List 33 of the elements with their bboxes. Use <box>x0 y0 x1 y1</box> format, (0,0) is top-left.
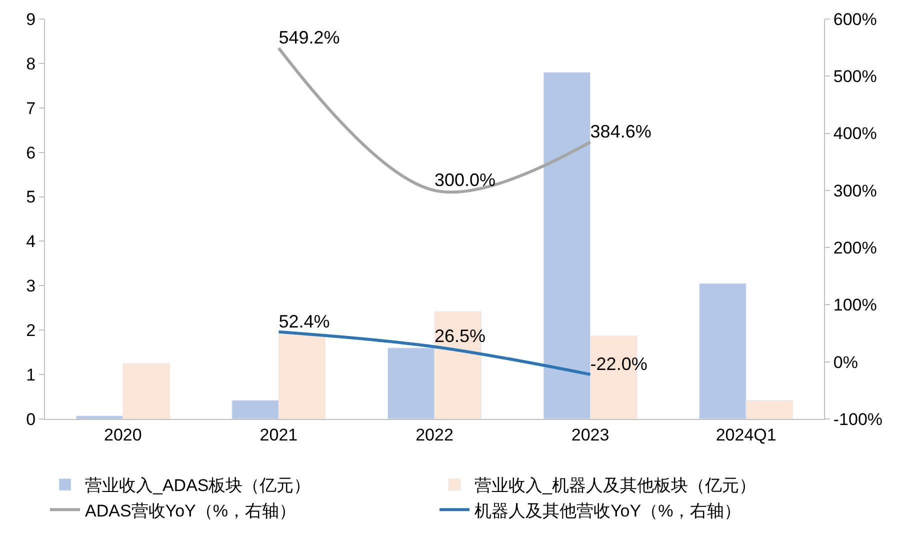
data-label: 384.6% <box>590 122 652 142</box>
y-tick-label: 4 <box>26 232 36 252</box>
x-tick-label: 2022 <box>416 425 454 444</box>
data-label: 26.5% <box>434 326 486 346</box>
y-tick-label: 2 <box>26 321 36 340</box>
data-label: 549.2% <box>278 28 340 48</box>
legend-label: 机器人及其他营收YoY（%，右轴） <box>474 501 742 520</box>
data-label: 52.4% <box>278 311 330 332</box>
y-tick-label: 3 <box>26 276 36 296</box>
y-tick-label: 9 <box>26 10 36 29</box>
y2-tick-label: 300% <box>833 181 877 200</box>
y2-tick-label: 600% <box>833 10 877 29</box>
y-tick-label: 1 <box>26 366 36 385</box>
x-tick-label: 2023 <box>571 425 610 444</box>
y-tick-label: 5 <box>26 188 36 207</box>
y-tick-label: 8 <box>26 54 36 74</box>
x-tick-label: 2021 <box>260 425 298 444</box>
x-tick-label: 2020 <box>104 425 142 444</box>
data-label: 300.0% <box>434 170 496 190</box>
y2-tick-label: 100% <box>833 296 877 315</box>
x-tick-label: 2024Q1 <box>716 425 776 444</box>
legend-label: 营业收入_机器人及其他板块（亿元） <box>474 476 756 496</box>
y2-tick-label: 200% <box>833 238 877 258</box>
y2-tick-label: 500% <box>833 67 877 86</box>
legend-label: 营业收入_ADAS板块（亿元） <box>85 476 311 496</box>
y2-tick-label: -100% <box>833 410 883 429</box>
legend-label: ADAS营收YoY（%，右轴） <box>85 501 296 520</box>
data-label: -22.0% <box>590 354 648 374</box>
y-tick-label: 7 <box>26 98 36 118</box>
y2-tick-label: 0% <box>833 352 858 372</box>
y2-tick-label: 400% <box>833 124 877 144</box>
y-tick-label: 6 <box>26 143 36 162</box>
y-tick-label: 0 <box>26 410 36 429</box>
